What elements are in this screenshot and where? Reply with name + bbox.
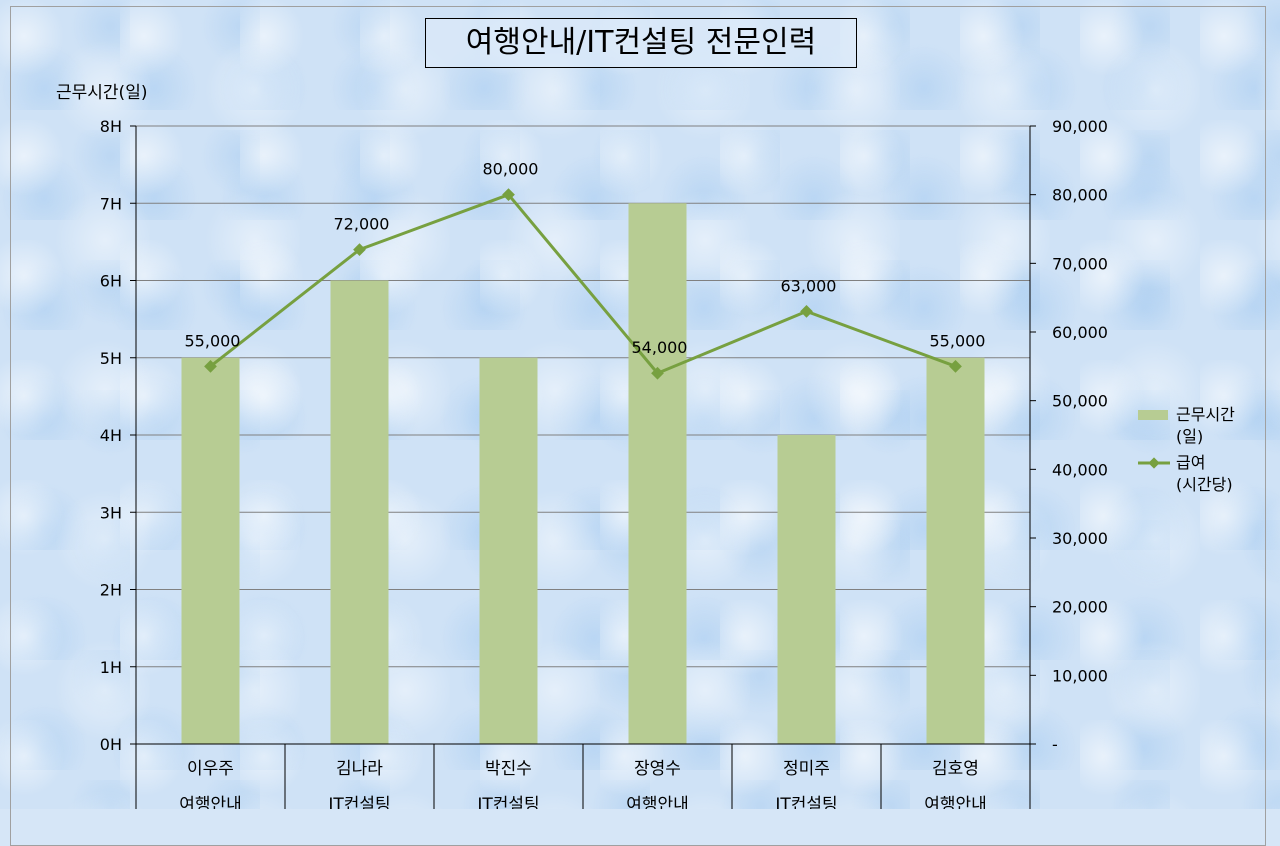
- line-point: [353, 243, 366, 256]
- data-label: 72,000: [334, 215, 390, 234]
- bar: [330, 280, 389, 744]
- bar: [628, 203, 687, 744]
- y2-tick-label: 30,000: [1052, 529, 1108, 548]
- bar: [479, 357, 538, 744]
- x-subcategory-label: IT컨설팅: [477, 795, 539, 809]
- line-point: [204, 359, 217, 373]
- y2-tick-label: 60,000: [1052, 323, 1108, 342]
- x-tick-label: 정미주: [783, 759, 830, 779]
- legend-bar-label-2: (일): [1176, 427, 1204, 446]
- bar: [777, 435, 836, 744]
- y2-tick-label: 10,000: [1052, 666, 1108, 685]
- legend-line-label-1: 급여: [1176, 453, 1206, 472]
- series-line: [209, 192, 957, 376]
- data-label: 63,000: [781, 276, 837, 295]
- y2-tick-label: 20,000: [1052, 598, 1108, 617]
- x-tick-label: 이우주: [187, 759, 234, 779]
- y2-tick-label: 40,000: [1052, 460, 1108, 479]
- x-subcategory-label: 여행안내: [626, 795, 689, 809]
- y-tick-label: 4H: [100, 426, 122, 445]
- line-point: [502, 188, 515, 202]
- x-subcategory-label: 여행안내: [179, 795, 242, 809]
- x-tick-label: 김호영: [932, 759, 979, 779]
- x-subcategory-label: IT컨설팅: [775, 795, 837, 809]
- chart-plot: 0H 1H 2H 3H 4H 5H 6H 7H 8H - 10,000 20,000 30,000 40,…: [100, 117, 1108, 809]
- x-tick-label: 장영수: [634, 759, 681, 779]
- y-tick-label: 3H: [100, 503, 122, 522]
- bar: [926, 357, 985, 744]
- line-point: [800, 305, 813, 318]
- y-tick-label: 7H: [100, 194, 122, 213]
- y-tick-label: 8H: [100, 117, 122, 136]
- chart-title: 여행안내/IT컨설팅 전문인력: [425, 18, 857, 68]
- x-tick-label: 김나라: [336, 759, 383, 779]
- legend-line-label-2: (시간당): [1176, 475, 1233, 494]
- legend-line-swatch: [1136, 452, 1172, 474]
- x-tick-label: 박진수: [485, 759, 532, 779]
- y-tick-label: 0H: [100, 735, 122, 754]
- legend-bar-label-1: 근무시간: [1176, 405, 1235, 424]
- y2-tick-label: -: [1052, 735, 1058, 754]
- x-subcategory-label: 여행안내: [924, 795, 987, 809]
- y2-tick-label: 80,000: [1052, 186, 1108, 205]
- legend: 근무시간 (일) 급여 (시간당): [1136, 404, 1235, 500]
- y-tick-label: 6H: [100, 272, 122, 291]
- y2-tick-label: 70,000: [1052, 254, 1108, 273]
- y2-tick-label: 90,000: [1052, 117, 1108, 136]
- y-tick-label: 1H: [100, 658, 122, 677]
- x-subcategory-label: IT컨설팅: [328, 795, 390, 809]
- y2-tick-label: 50,000: [1052, 392, 1108, 411]
- data-label: 55,000: [185, 331, 241, 350]
- data-label: 55,000: [930, 331, 986, 350]
- y-tick-label: 2H: [100, 581, 122, 600]
- legend-bar-swatch: [1136, 404, 1172, 426]
- data-label: 54,000: [632, 338, 688, 357]
- bar: [181, 357, 240, 744]
- y-axis-label: 근무시간(일): [56, 83, 148, 103]
- legend-item-line: 급여 (시간당): [1136, 452, 1235, 496]
- legend-item-bar: 근무시간 (일): [1136, 404, 1235, 448]
- data-label: 80,000: [483, 160, 539, 179]
- y-tick-label: 5H: [100, 349, 122, 368]
